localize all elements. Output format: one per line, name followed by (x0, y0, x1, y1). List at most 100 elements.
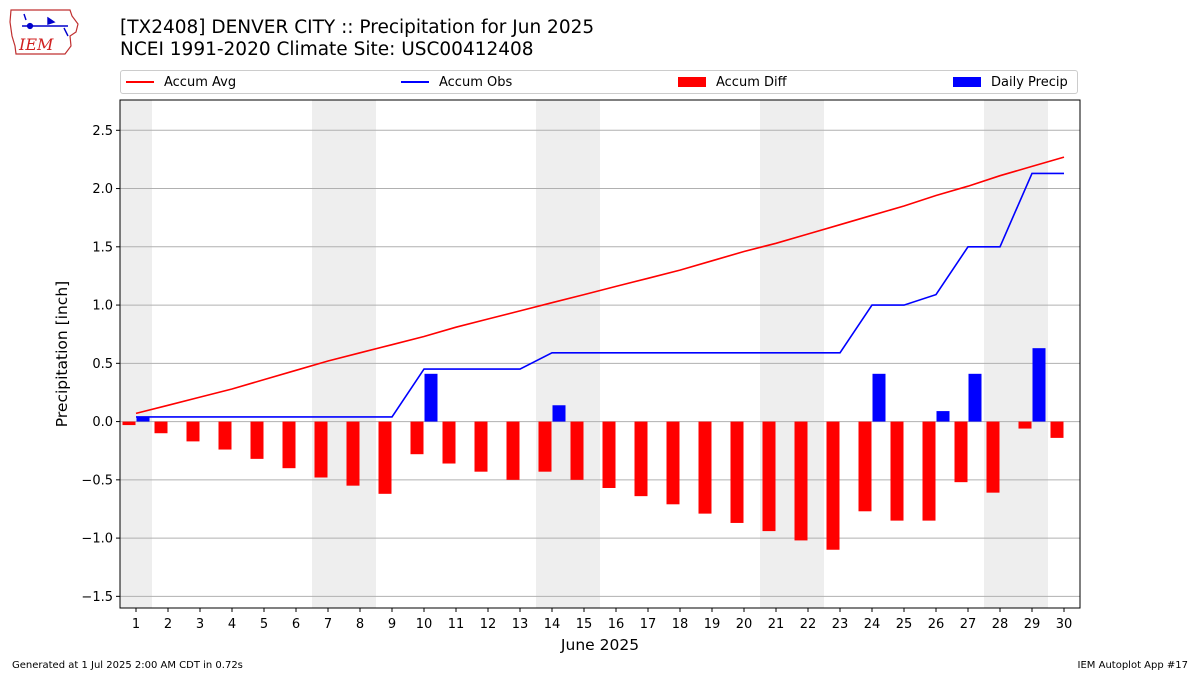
legend-label-daily-precip: Daily Precip (991, 74, 1068, 90)
accum-diff-bar-day-12 (474, 421, 488, 472)
daily-precip-bar-day-26 (936, 411, 950, 422)
accum-diff-bar-day-2 (154, 421, 168, 434)
x-tick-label-30: 30 (1056, 617, 1073, 632)
daily-precip-bar-day-1 (136, 416, 150, 422)
daily-precip-bar-day-24 (872, 373, 886, 422)
x-tick-label-22: 22 (800, 617, 817, 632)
x-tick-label-10: 10 (416, 617, 433, 632)
y-tick-label-8: 2.5 (92, 124, 113, 139)
accum-avg-line (135, 156, 1065, 415)
y-tick-label-0: −1.5 (81, 590, 113, 605)
y-tick-label-7: 2.0 (92, 182, 113, 197)
iem-logo: IEM (9, 9, 79, 55)
accum-diff-bar-day-19 (698, 421, 712, 514)
x-tick-label-14: 14 (544, 617, 561, 632)
y-tick-label-6: 1.5 (92, 240, 113, 255)
x-tick-label-2: 2 (164, 617, 172, 632)
x-tick-label-27: 27 (960, 617, 977, 632)
accum-diff-bar-day-28 (986, 421, 1000, 493)
x-tick-label-17: 17 (640, 617, 657, 632)
iowa-outline (9, 9, 79, 55)
chart-title: [TX2408] DENVER CITY :: Precipitation fo… (120, 17, 595, 38)
legend-swatch-accum-obs (401, 81, 429, 83)
logo-text: IEM (18, 35, 54, 54)
weekend-shade-4 (760, 100, 824, 608)
legend-swatch-accum-avg (126, 81, 154, 83)
accum-diff-bar-day-16 (602, 421, 616, 488)
y-tick-label-3: 0.0 (92, 415, 113, 430)
x-tick-label-12: 12 (480, 617, 497, 632)
legend-label-accum-obs: Accum Obs (439, 74, 513, 90)
accum-diff-bar-day-21 (762, 421, 776, 532)
daily-precip-bar-day-29 (1032, 348, 1046, 422)
x-tick-label-9: 9 (388, 617, 396, 632)
y-tick-label-1: −1.0 (81, 532, 113, 547)
accum-diff-bar-day-27 (954, 421, 968, 483)
legend-item-daily-precip: Daily Precip (953, 71, 1068, 93)
accum-diff-bar-day-25 (890, 421, 904, 521)
accum-diff-bar-day-8 (346, 421, 360, 486)
daily-precip-bar-day-27 (968, 373, 982, 422)
weekend-shade-2 (312, 100, 376, 608)
accum-diff-bar-day-23 (826, 421, 840, 550)
generated-timestamp: Generated at 1 Jul 2025 2:00 AM CDT in 0… (12, 660, 243, 671)
accum-diff-bar-day-20 (730, 421, 744, 523)
x-tick-label-15: 15 (576, 617, 593, 632)
accum-diff-bar-day-5 (250, 421, 264, 459)
x-tick-label-7: 7 (324, 617, 332, 632)
x-tick-label-19: 19 (704, 617, 721, 632)
accum-diff-bar-day-6 (282, 421, 296, 469)
chart-subtitle: NCEI 1991-2020 Climate Site: USC00412408 (120, 39, 534, 60)
x-tick-label-6: 6 (292, 617, 300, 632)
x-tick-label-3: 3 (196, 617, 204, 632)
x-tick-label-18: 18 (672, 617, 689, 632)
accum-diff-bar-day-26 (922, 421, 936, 521)
x-tick-label-4: 4 (228, 617, 236, 632)
x-tick-label-24: 24 (864, 617, 881, 632)
accum-diff-bar-day-1 (122, 421, 136, 426)
accum-obs-line (136, 172, 1064, 418)
x-tick-label-20: 20 (736, 617, 753, 632)
y-tick-label-5: 1.0 (92, 299, 113, 314)
accum-diff-bar-day-29 (1018, 421, 1032, 429)
x-tick-label-28: 28 (992, 617, 1009, 632)
accum-diff-bar-day-3 (186, 421, 200, 442)
x-tick-label-21: 21 (768, 617, 785, 632)
accum-diff-bar-day-24 (858, 421, 872, 512)
accum-diff-bar-day-14 (538, 421, 552, 472)
x-tick-label-29: 29 (1024, 617, 1041, 632)
legend-swatch-daily-precip (953, 77, 981, 87)
y-axis-label: Precipitation [inch] (53, 281, 71, 427)
x-tick-label-13: 13 (512, 617, 529, 632)
weekend-shade-3 (536, 100, 600, 608)
app-credit: IEM Autoplot App #17 (1077, 660, 1188, 671)
y-tick-label-2: −0.5 (81, 473, 113, 488)
legend-swatch-accum-diff (678, 77, 706, 87)
x-tick-label-26: 26 (928, 617, 945, 632)
accum-diff-bar-day-15 (570, 421, 584, 480)
accum-diff-bar-day-11 (442, 421, 456, 464)
legend-item-accum-diff: Accum Diff (678, 71, 787, 93)
legend-label-accum-avg: Accum Avg (164, 74, 237, 90)
x-axis-label: June 2025 (560, 636, 639, 654)
y-tick-label-4: 0.5 (92, 357, 113, 372)
daily-precip-bar-day-10 (424, 373, 438, 422)
legend-item-accum-obs: Accum Obs (401, 71, 512, 93)
accum-diff-bar-day-30 (1050, 421, 1064, 438)
accum-diff-bar-day-7 (314, 421, 328, 478)
x-tick-label-23: 23 (832, 617, 849, 632)
accum-diff-bar-day-13 (506, 421, 520, 480)
legend-label-accum-diff: Accum Diff (716, 74, 787, 90)
x-tick-label-8: 8 (356, 617, 364, 632)
accum-diff-bar-day-9 (378, 421, 392, 494)
accum-diff-bar-day-4 (218, 421, 232, 450)
x-tick-label-16: 16 (608, 617, 625, 632)
accum-diff-bar-day-18 (666, 421, 680, 505)
daily-precip-bar-day-14 (552, 405, 566, 422)
accum-diff-bar-day-10 (410, 421, 424, 455)
plot-frame (119, 99, 1081, 609)
accum-diff-bar-day-22 (794, 421, 808, 541)
legend-item-accum-avg: Accum Avg (126, 71, 236, 93)
x-tick-label-25: 25 (896, 617, 913, 632)
